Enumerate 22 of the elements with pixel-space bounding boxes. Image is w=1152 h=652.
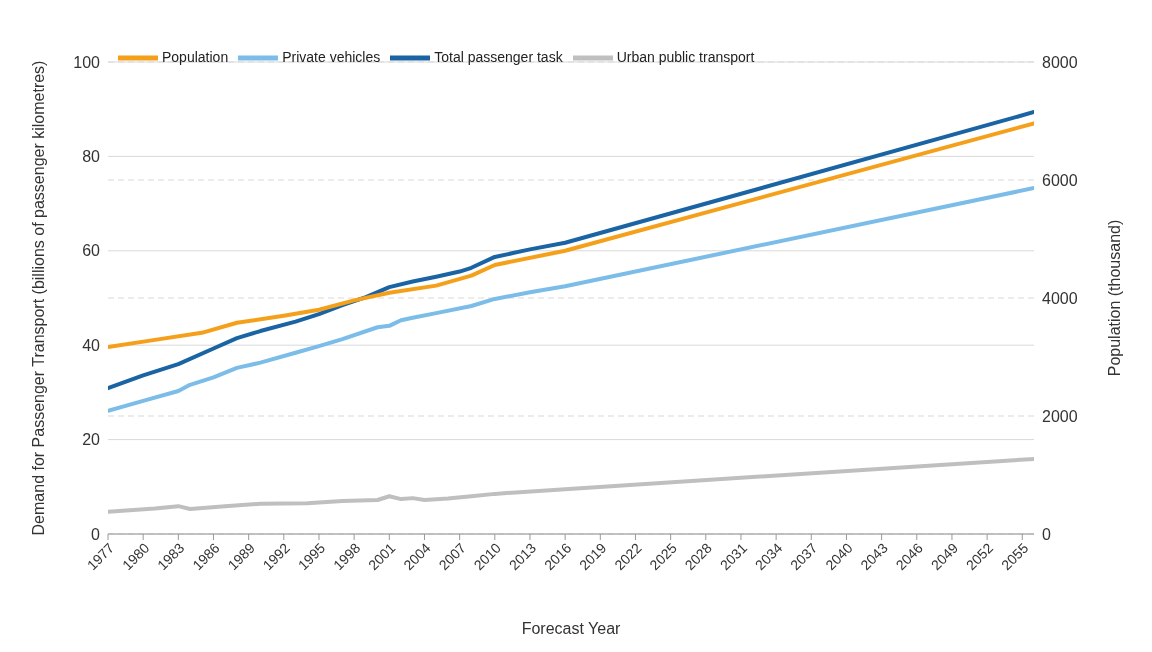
x-axis-title: Forecast Year [521,620,622,637]
y2-tick-label: 8000 [1042,53,1078,71]
y-tick-label: 100 [73,53,101,71]
y2-tick-label: 6000 [1042,171,1078,189]
y2-tick-label: 0 [1042,525,1051,543]
y2-axis-title: Population (thousand) [1105,219,1123,377]
y-tick-label: 60 [82,242,101,260]
y2-tick-label: 4000 [1042,289,1078,307]
legend-label: Total passenger task [434,48,563,65]
line-series [108,186,1034,413]
legend-label: Urban public transport [616,48,755,65]
y-axis-title: Demand for Passenger Transport (billions of passenger kilometres) [29,60,47,536]
legend-label: Private vehicles [282,48,381,65]
legend-label: Population [162,48,229,65]
y-tick-label: 40 [82,336,101,354]
y-tick-label: 80 [82,148,101,166]
y-tick-label: 20 [82,431,101,449]
line-series [108,110,1034,391]
y-tick-label: 0 [91,525,101,543]
line-series [108,456,1034,514]
y2-tick-label: 2000 [1042,407,1078,425]
line-series [108,121,1034,349]
